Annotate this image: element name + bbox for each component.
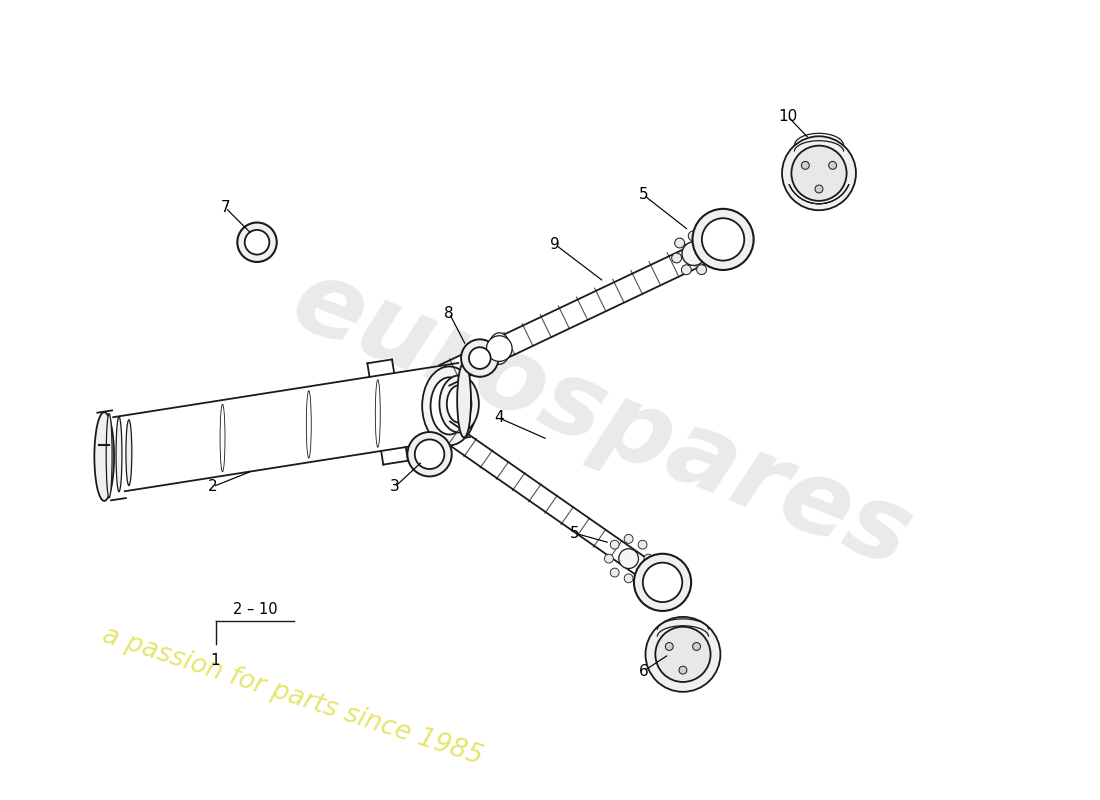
Ellipse shape (605, 554, 614, 563)
Ellipse shape (439, 375, 478, 433)
Ellipse shape (638, 568, 647, 577)
Ellipse shape (238, 222, 277, 262)
Text: 2 – 10: 2 – 10 (233, 602, 278, 617)
Text: 4: 4 (494, 410, 504, 426)
Text: 2: 2 (208, 479, 218, 494)
Ellipse shape (638, 540, 647, 549)
Ellipse shape (422, 366, 476, 446)
Circle shape (656, 626, 711, 682)
Ellipse shape (644, 554, 652, 563)
Ellipse shape (407, 432, 452, 477)
Circle shape (682, 242, 706, 266)
Circle shape (679, 666, 686, 674)
Ellipse shape (610, 540, 619, 549)
Ellipse shape (430, 378, 468, 434)
Ellipse shape (696, 265, 706, 274)
Ellipse shape (116, 417, 122, 492)
Ellipse shape (702, 237, 712, 247)
Ellipse shape (461, 339, 498, 377)
Circle shape (646, 617, 720, 692)
Ellipse shape (706, 252, 716, 262)
Text: 3: 3 (390, 479, 400, 494)
Ellipse shape (415, 439, 444, 469)
Text: 5: 5 (570, 526, 580, 541)
Text: a passion for parts since 1985: a passion for parts since 1985 (99, 622, 486, 770)
Ellipse shape (125, 420, 132, 486)
Circle shape (486, 336, 513, 362)
Circle shape (828, 162, 837, 170)
Ellipse shape (107, 414, 112, 498)
Ellipse shape (447, 386, 472, 422)
Ellipse shape (634, 554, 691, 611)
Ellipse shape (458, 362, 471, 438)
Ellipse shape (488, 333, 510, 364)
Text: 5: 5 (639, 187, 648, 202)
Circle shape (815, 185, 823, 193)
Ellipse shape (244, 230, 270, 254)
Ellipse shape (624, 574, 634, 582)
Circle shape (619, 549, 638, 569)
Text: 10: 10 (778, 109, 798, 123)
Text: 6: 6 (639, 664, 648, 678)
Circle shape (791, 146, 847, 201)
Ellipse shape (702, 218, 745, 261)
Ellipse shape (95, 412, 114, 501)
Ellipse shape (782, 136, 856, 210)
Ellipse shape (672, 253, 682, 263)
Ellipse shape (681, 265, 691, 274)
Ellipse shape (624, 534, 634, 543)
Ellipse shape (693, 209, 754, 270)
Ellipse shape (610, 568, 619, 577)
Ellipse shape (469, 347, 491, 369)
Circle shape (693, 642, 701, 650)
Ellipse shape (642, 562, 682, 602)
Text: 8: 8 (444, 306, 454, 321)
Text: eurospares: eurospares (277, 250, 925, 590)
Ellipse shape (674, 238, 684, 248)
Text: 7: 7 (221, 200, 230, 215)
Ellipse shape (689, 231, 698, 241)
Text: 1: 1 (211, 653, 220, 668)
Text: 9: 9 (550, 237, 560, 252)
Circle shape (802, 162, 810, 170)
Circle shape (666, 642, 673, 650)
